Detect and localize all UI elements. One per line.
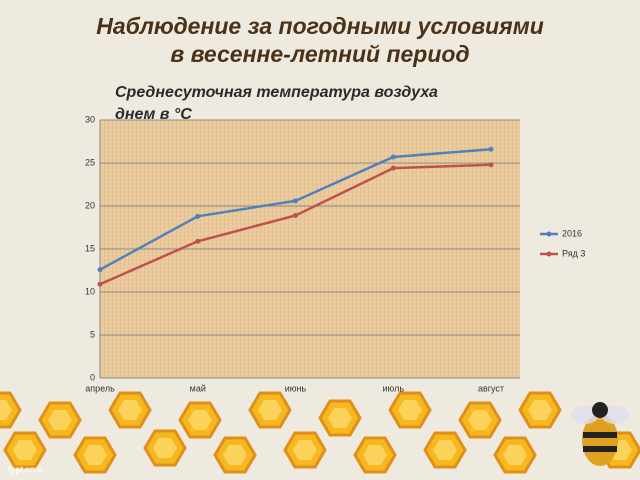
y-tick-label: 25 xyxy=(85,157,95,167)
bee xyxy=(571,402,629,466)
point xyxy=(97,267,103,273)
legend-label: Ряд 3 xyxy=(562,248,585,258)
y-tick-label: 10 xyxy=(85,286,95,296)
y-tick-label: 0 xyxy=(90,372,95,382)
x-tick-label: июнь xyxy=(285,383,307,393)
x-tick-label: май xyxy=(190,383,206,393)
x-tick-label: апрель xyxy=(85,383,115,393)
point xyxy=(390,154,396,160)
legend-marker xyxy=(546,251,552,257)
y-tick-label: 5 xyxy=(90,329,95,339)
y-tick-label: 20 xyxy=(85,200,95,210)
x-tick-label: август xyxy=(478,383,504,393)
y-tick-label: 30 xyxy=(85,114,95,124)
point xyxy=(97,281,103,287)
subtitle-line: днем в °С xyxy=(115,106,192,123)
point xyxy=(488,146,494,152)
watermark: fppt.com xyxy=(8,464,43,474)
title-line: Наблюдение за погодными условиями xyxy=(96,13,544,39)
y-tick-label: 15 xyxy=(85,243,95,253)
point xyxy=(195,213,201,219)
point xyxy=(195,238,201,244)
point xyxy=(293,212,298,218)
legend-marker xyxy=(546,231,552,237)
point xyxy=(390,165,396,171)
legend-label: 2016 xyxy=(562,228,582,238)
x-tick-label: июль xyxy=(382,383,404,393)
subtitle-line: Среднесуточная температура воздуха xyxy=(115,84,438,101)
point xyxy=(488,162,494,168)
title-line: в весенне-летний период xyxy=(170,41,469,67)
point xyxy=(293,198,298,204)
